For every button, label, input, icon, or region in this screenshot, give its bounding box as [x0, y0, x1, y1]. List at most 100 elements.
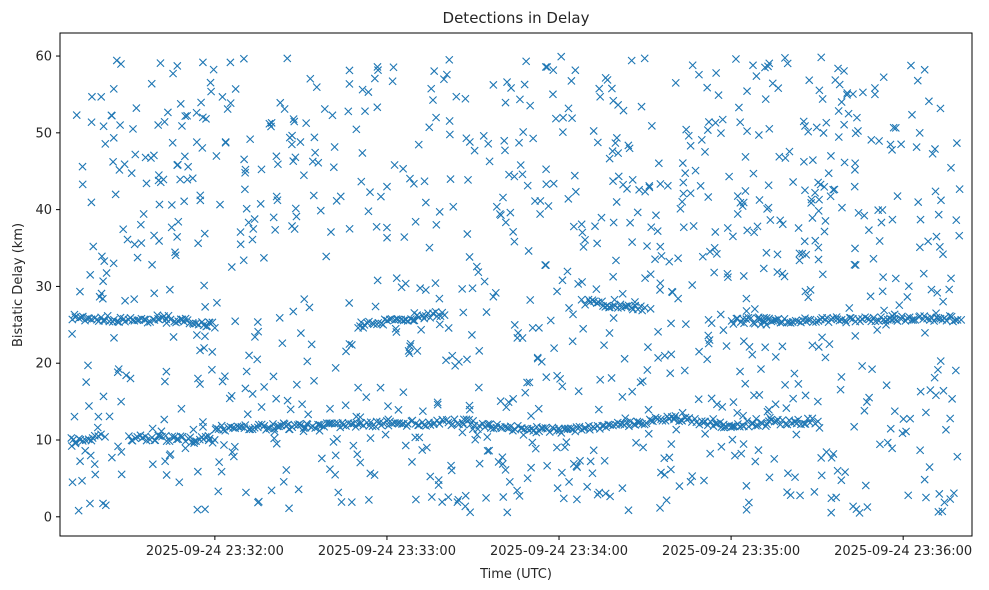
data-point: [376, 192, 385, 201]
data-point: [163, 108, 172, 117]
data-point: [89, 242, 98, 251]
data-point: [289, 115, 298, 124]
data-point: [253, 423, 262, 432]
data-point: [794, 379, 803, 388]
data-point: [465, 252, 474, 261]
data-point: [421, 285, 430, 294]
y-axis: 0 10 20 30 40 50 60: [35, 50, 60, 525]
data-point: [581, 423, 590, 432]
data-point: [814, 243, 823, 252]
data-point: [459, 308, 468, 317]
data-point: [888, 145, 897, 154]
data-point: [362, 393, 371, 402]
data-point: [837, 476, 846, 485]
data-point: [109, 84, 118, 93]
data-point: [117, 470, 126, 479]
data-point: [654, 327, 663, 336]
data-point: [432, 220, 441, 229]
data-point: [543, 461, 552, 470]
data-point: [519, 128, 528, 137]
data-point: [296, 329, 305, 338]
data-point: [121, 296, 130, 305]
data-point: [665, 257, 674, 266]
data-point: [782, 404, 791, 413]
data-point: [814, 206, 823, 215]
data-point: [647, 121, 656, 130]
data-point: [799, 157, 808, 166]
data-point: [953, 315, 962, 324]
data-point: [570, 171, 579, 180]
data-point: [786, 318, 795, 327]
data-point: [712, 400, 721, 409]
data-point: [274, 422, 283, 431]
data-point: [654, 159, 663, 168]
data-point: [192, 108, 201, 117]
data-point: [558, 382, 567, 391]
data-point: [924, 97, 933, 106]
data-point: [451, 361, 460, 370]
data-point: [267, 118, 276, 127]
data-point: [173, 160, 182, 169]
data-point: [862, 397, 871, 406]
data-point: [401, 441, 410, 450]
data-point: [704, 339, 713, 348]
data-point: [733, 192, 742, 201]
data-point: [946, 414, 955, 423]
data-point: [257, 420, 266, 429]
data-point: [920, 65, 929, 74]
data-point: [177, 404, 186, 413]
data-point: [553, 287, 562, 296]
data-point: [292, 380, 301, 389]
data-point: [756, 365, 765, 374]
data-point: [300, 295, 309, 304]
data-point: [601, 489, 610, 498]
data-point: [818, 270, 827, 279]
data-point: [181, 112, 190, 121]
data-point: [740, 319, 749, 328]
data-point: [505, 170, 514, 179]
data-point: [858, 88, 867, 97]
data-point: [748, 350, 757, 359]
data-point: [418, 407, 427, 416]
data-point: [411, 217, 420, 226]
data-point: [921, 493, 930, 502]
data-point: [282, 465, 291, 474]
data-point: [878, 287, 887, 296]
data-point: [919, 269, 928, 278]
data-point: [711, 118, 720, 127]
data-point: [229, 452, 238, 461]
data-point: [568, 114, 577, 123]
data-point: [190, 437, 199, 446]
data-point: [817, 453, 826, 462]
data-point: [878, 206, 887, 215]
data-point: [951, 366, 960, 375]
data-point: [93, 423, 102, 432]
data-point: [130, 240, 139, 249]
data-point: [278, 339, 287, 348]
data-point: [175, 478, 184, 487]
data-point: [208, 347, 217, 356]
data-point: [289, 157, 298, 166]
data-point: [826, 151, 835, 160]
data-point: [736, 118, 745, 127]
data-point: [107, 111, 116, 120]
data-point: [220, 372, 229, 381]
data-point: [823, 313, 832, 322]
data-point: [307, 340, 316, 349]
data-point: [341, 401, 350, 410]
data-point: [545, 428, 554, 437]
data-point: [528, 438, 537, 447]
data-point: [775, 152, 784, 161]
data-point: [78, 312, 87, 321]
data-point: [928, 149, 937, 158]
data-point: [87, 118, 96, 127]
data-point: [270, 427, 279, 436]
data-point: [434, 481, 443, 489]
data-point: [326, 228, 335, 237]
data-point: [536, 210, 545, 218]
data-point: [660, 351, 669, 360]
data-point: [267, 486, 276, 495]
data-point: [814, 178, 823, 187]
data-point: [427, 493, 436, 501]
data-point: [245, 425, 254, 434]
